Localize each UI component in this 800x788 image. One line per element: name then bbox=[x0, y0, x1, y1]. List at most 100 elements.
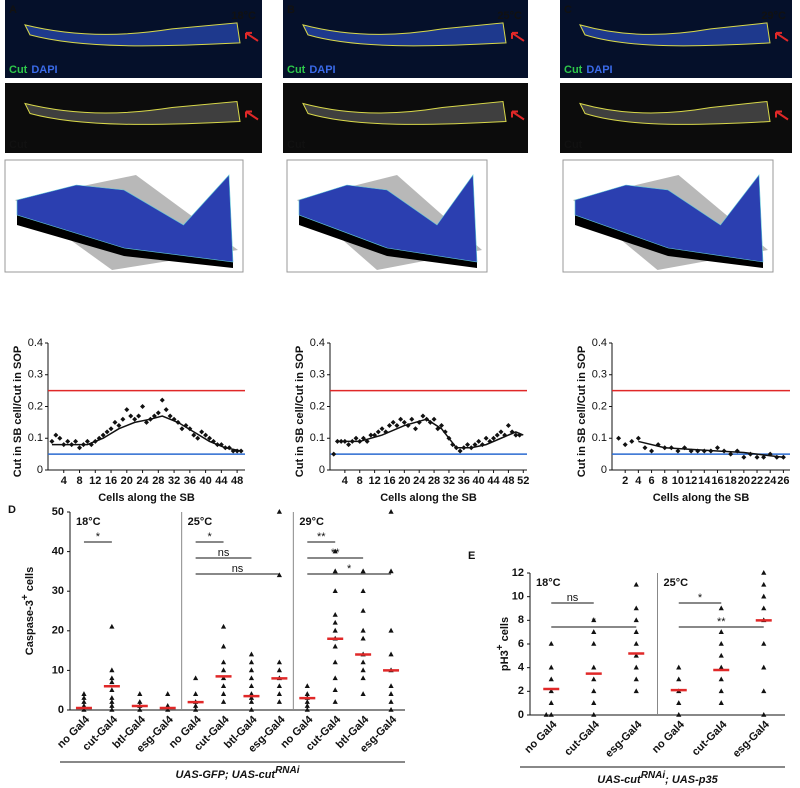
data-point bbox=[409, 416, 415, 422]
significance-label: * bbox=[592, 616, 597, 628]
x-tick-label: 12 bbox=[368, 475, 380, 487]
x-tick-label: 20 bbox=[738, 475, 750, 487]
x-tick-label: 2 bbox=[622, 475, 628, 487]
significance-label: * bbox=[698, 592, 703, 604]
data-point bbox=[120, 416, 126, 422]
data-point bbox=[109, 699, 115, 704]
data-point bbox=[304, 707, 310, 712]
arrow bbox=[511, 110, 525, 121]
data-point bbox=[248, 699, 255, 704]
tissue-outline bbox=[302, 100, 507, 125]
y-tick-label: 0 bbox=[58, 704, 64, 716]
data-point bbox=[81, 691, 87, 696]
data-point bbox=[248, 683, 255, 689]
data-point bbox=[159, 397, 165, 403]
panel-letter: D bbox=[8, 504, 16, 516]
x-tick-label: 44 bbox=[215, 475, 228, 487]
x-tick-label: 8 bbox=[662, 475, 668, 487]
data-point bbox=[108, 426, 114, 432]
data-point bbox=[388, 627, 394, 633]
data-point bbox=[622, 442, 628, 448]
data-point bbox=[81, 695, 87, 700]
y-tick-label: 0.4 bbox=[592, 337, 607, 349]
genotype-part: UAS-cut bbox=[597, 774, 642, 786]
data-point bbox=[137, 699, 143, 704]
data-point bbox=[109, 679, 115, 685]
y-tick-label: 0 bbox=[601, 464, 607, 476]
data-point bbox=[388, 651, 394, 657]
data-point bbox=[513, 432, 519, 438]
data-point bbox=[193, 707, 199, 712]
data-point bbox=[629, 438, 635, 444]
significance-label: ns bbox=[567, 592, 579, 604]
x-tick-label: 16 bbox=[711, 475, 723, 487]
x-tick-label: no Gal4 bbox=[522, 718, 560, 756]
data-point bbox=[633, 652, 639, 658]
data-point bbox=[220, 623, 227, 629]
data-point bbox=[635, 435, 641, 441]
data-point bbox=[332, 588, 338, 593]
y-tick-label: 10 bbox=[512, 591, 524, 603]
y-tick-label: 0.4 bbox=[28, 337, 43, 349]
significance-label: ns bbox=[218, 547, 230, 559]
x-tick-label: 20 bbox=[398, 475, 410, 487]
channel-label: Cut DAPI bbox=[9, 64, 58, 76]
data-point bbox=[412, 426, 418, 432]
data-point bbox=[112, 419, 118, 425]
label-part: cells bbox=[24, 567, 36, 595]
genotype-part: ; UAS-p35 bbox=[665, 774, 718, 786]
data-point bbox=[109, 675, 115, 681]
data-point bbox=[714, 445, 720, 451]
data-point bbox=[248, 691, 255, 696]
data-point bbox=[388, 699, 394, 704]
y-tick-label: 0.2 bbox=[310, 400, 325, 412]
data-point bbox=[676, 676, 682, 682]
data-point bbox=[591, 617, 597, 623]
x-tick-label: 16 bbox=[105, 475, 117, 487]
x-tick-label: 8 bbox=[357, 475, 363, 487]
data-point bbox=[548, 712, 554, 717]
panel-letter: C bbox=[564, 4, 572, 16]
data-point bbox=[548, 688, 554, 694]
data-point bbox=[754, 454, 760, 460]
x-tick-label: 36 bbox=[184, 475, 196, 487]
significance-label: ns bbox=[232, 563, 244, 575]
data-point bbox=[332, 611, 338, 617]
data-point bbox=[718, 641, 724, 646]
data-point bbox=[137, 691, 143, 696]
group-temperature: 25°C bbox=[664, 577, 689, 589]
x-tick-label: 48 bbox=[231, 475, 243, 487]
genotype-label: UAS-cutRNAi; UAS-p35 bbox=[597, 770, 718, 786]
data-point bbox=[109, 695, 115, 700]
data-point bbox=[195, 435, 201, 441]
tissue-outline bbox=[302, 22, 507, 47]
significance-label: * bbox=[96, 531, 101, 543]
y-axis-label: pH3+ cells bbox=[495, 617, 511, 671]
temperature-label: 18°C bbox=[231, 10, 256, 22]
data-point bbox=[248, 695, 255, 700]
data-point bbox=[276, 572, 282, 578]
data-point bbox=[332, 687, 338, 692]
data-point bbox=[304, 683, 310, 689]
channel-cut: Cut bbox=[9, 64, 28, 76]
data-point bbox=[548, 664, 554, 670]
data-point bbox=[360, 667, 366, 673]
data-point bbox=[375, 429, 381, 435]
data-point bbox=[360, 588, 366, 593]
data-point bbox=[104, 429, 110, 435]
data-point bbox=[136, 413, 142, 419]
surface bbox=[16, 174, 234, 263]
data-point bbox=[548, 641, 554, 646]
x-tick-label: 22 bbox=[751, 475, 763, 487]
x-tick-label: 52 bbox=[517, 475, 529, 487]
surface bbox=[298, 174, 478, 263]
y-tick-label: 30 bbox=[52, 585, 64, 597]
data-point bbox=[360, 608, 366, 613]
tissue-outline bbox=[24, 100, 241, 125]
x-axis-label: Cells along the SB bbox=[380, 492, 477, 504]
data-point bbox=[718, 700, 724, 705]
data-point bbox=[633, 605, 639, 611]
x-axis-label: Cells along the SB bbox=[98, 492, 195, 504]
data-point bbox=[109, 623, 115, 629]
